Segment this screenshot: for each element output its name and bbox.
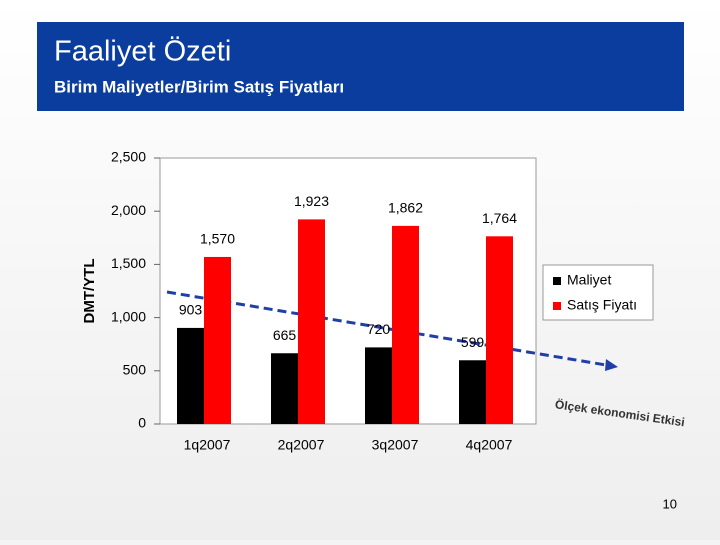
legend-label: Maliyet [567, 272, 611, 288]
y-axis-label: DMT/YTL [81, 259, 98, 324]
page-number: 10 [663, 496, 677, 511]
data-label: 720 [367, 321, 391, 337]
data-label: 1,764 [482, 210, 517, 226]
y-tick-label: 1,000 [111, 308, 146, 324]
legend [542, 264, 654, 321]
y-tick-label: 0 [138, 415, 146, 431]
slide-subtitle: Birim Maliyetler/Birim Satış Fiyatları [54, 77, 344, 96]
x-tick-label: 4q2007 [466, 437, 513, 453]
slide-title: Faaliyet Özeti [54, 36, 231, 68]
data-label: 1,570 [200, 231, 235, 247]
data-label: 1,862 [388, 200, 423, 216]
bar [298, 219, 325, 424]
trend-arrow [166, 290, 613, 368]
legend-swatch [553, 277, 561, 285]
bar [271, 353, 298, 424]
bar [204, 256, 231, 424]
legend-label: Satış Fiyatı [567, 297, 637, 313]
header-band [37, 22, 684, 111]
data-label: 1,923 [294, 193, 329, 209]
arrow-head [605, 359, 618, 371]
bar [177, 327, 204, 424]
bar [486, 236, 513, 424]
x-tick-label: 2q2007 [278, 437, 325, 453]
y-tick-label: 500 [123, 362, 147, 378]
x-tick-label: 3q2007 [372, 437, 419, 453]
y-tick-label: 1,500 [111, 255, 146, 271]
data-label: 903 [179, 302, 203, 318]
data-label: 599 [461, 334, 485, 350]
y-tick-label: 2,000 [111, 202, 146, 218]
bar [459, 360, 486, 424]
bar [392, 225, 419, 424]
y-tick-label: 2,500 [111, 149, 146, 165]
legend-box [542, 264, 654, 321]
legend-swatch [553, 302, 561, 310]
x-tick-label: 1q2007 [184, 437, 231, 453]
data-label: 665 [273, 327, 297, 343]
bar [365, 347, 392, 424]
